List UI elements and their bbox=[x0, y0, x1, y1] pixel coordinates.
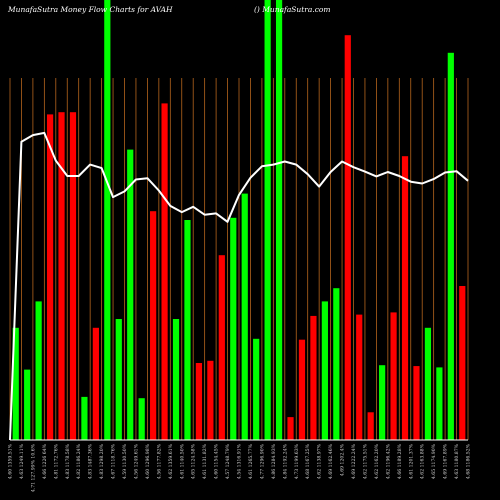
bar bbox=[459, 286, 466, 440]
x-tick-label: 4.60 1359.51% bbox=[8, 443, 14, 479]
x-tick-label: 4.71 127.99% 10.6% bbox=[30, 443, 36, 492]
bar bbox=[92, 327, 99, 440]
x-tick-label: 4.63 1249.11% bbox=[19, 443, 25, 479]
x-tick-label: 4.57 1248.79% bbox=[225, 443, 231, 479]
x-tick-label: 4.81 1172.76% bbox=[53, 443, 59, 479]
x-tick-label: 4.84 1192.24% bbox=[282, 443, 288, 479]
x-tick-label: 4.59 1130.50% bbox=[122, 443, 128, 479]
x-tick-label: 4.83 1487.36% bbox=[88, 443, 94, 479]
x-tick-label: 4.62 1162.20% bbox=[374, 443, 380, 479]
x-tick-label: 4.62 1359.61% bbox=[168, 443, 174, 479]
x-tick-label: 4.62 1196.42% bbox=[385, 443, 391, 479]
bar bbox=[12, 327, 19, 440]
bar bbox=[127, 149, 134, 440]
bar bbox=[424, 327, 432, 440]
bar bbox=[321, 301, 328, 440]
x-tick-label: 4.86 1284.93% bbox=[271, 443, 277, 479]
bar bbox=[447, 52, 454, 441]
x-tick-label: 4.83 1298.20% bbox=[99, 443, 105, 479]
bar bbox=[81, 396, 88, 440]
bar bbox=[161, 103, 168, 441]
bar bbox=[333, 288, 340, 440]
money-flow-line bbox=[9, 131, 469, 441]
bar bbox=[264, 0, 271, 440]
bar bbox=[58, 112, 65, 440]
bar bbox=[184, 220, 191, 440]
bar bbox=[287, 417, 294, 440]
x-tick-label: 4.62 1175.51% bbox=[362, 443, 368, 479]
gridlines bbox=[9, 78, 469, 440]
bar bbox=[218, 255, 225, 440]
bar bbox=[115, 319, 122, 440]
bar bbox=[138, 398, 145, 440]
bar bbox=[310, 315, 317, 440]
bar bbox=[150, 211, 157, 440]
bar bbox=[436, 367, 443, 440]
x-tick-label: 4.82 1186.24% bbox=[76, 443, 82, 479]
bar bbox=[24, 369, 31, 440]
x-tick-label: 4.61 1201.37% bbox=[408, 443, 414, 479]
x-tick-label: 4.61 1131.82% bbox=[202, 443, 208, 479]
bar-series bbox=[12, 0, 466, 441]
x-tick-label: 4.83 1178.58% bbox=[65, 443, 71, 479]
bar bbox=[344, 35, 351, 440]
bar bbox=[46, 114, 54, 441]
x-tick-label: 4.69 1162.46% bbox=[328, 443, 334, 479]
bar bbox=[413, 366, 420, 440]
bar bbox=[367, 412, 374, 440]
x-tick-label: 4.56 1177.82% bbox=[156, 443, 162, 479]
bar bbox=[298, 339, 306, 440]
x-tick-label: 4.56 1249.61% bbox=[133, 443, 139, 479]
x-tick-label: 4.65 1174.90% bbox=[431, 443, 437, 479]
x-tick-label: 4.68 1186.52% bbox=[466, 443, 472, 479]
x-tick-label: 4.69 1222.24% bbox=[351, 443, 357, 479]
x-tick-label: 4.69 1167.89% bbox=[443, 443, 449, 479]
x-tick-label: 4.54 1316.91% bbox=[237, 443, 243, 479]
bar bbox=[195, 363, 203, 440]
x-tick-label: 4.61 1140.50% bbox=[179, 443, 185, 479]
bar bbox=[401, 156, 409, 440]
x-tick-labels: 4.60 1359.51% 4.63 1249.11% 4.71 127.99% 1… bbox=[8, 443, 472, 492]
x-tick-label: 4.77 1296.90% bbox=[259, 443, 265, 479]
chart-title: MunafaSutra Money Flow Charts for AVAH bbox=[8, 5, 173, 14]
bar bbox=[379, 365, 386, 440]
x-tick-label: 4.62 1163.88% bbox=[420, 443, 426, 479]
x-tick-label: 4.73 1199.63% bbox=[294, 443, 300, 479]
bar bbox=[230, 217, 237, 440]
chart-header: MunafaSutra Money Flow Charts for AVAH (… bbox=[8, 5, 494, 21]
bar bbox=[69, 112, 77, 440]
x-tick-label: 4.66 1226 64% bbox=[42, 443, 48, 479]
x-tick-label: 4.62 1138.97% bbox=[317, 443, 323, 479]
x-tick-label: 4.60 1154.45% bbox=[214, 443, 220, 479]
bar bbox=[35, 301, 42, 440]
x-tick-label: 4.69 1202.4% bbox=[340, 443, 346, 476]
x-tick-label: 4.60 1296.98% bbox=[145, 443, 151, 479]
x-tick-label: 4.63 1180.87% bbox=[454, 443, 460, 479]
x-tick-label: 4.68 1167.25% bbox=[305, 443, 311, 479]
bar bbox=[241, 193, 248, 440]
site-credit: () MunafaSutra.com bbox=[254, 5, 331, 14]
x-tick-label: 4.67 1118.76% bbox=[111, 443, 117, 479]
bar bbox=[172, 319, 180, 440]
bar bbox=[356, 314, 363, 440]
bar bbox=[390, 312, 397, 440]
bar bbox=[207, 360, 214, 440]
money-flow-line-series bbox=[9, 131, 469, 441]
bar bbox=[275, 0, 283, 440]
x-tick-label: 4.61 1265.77% bbox=[248, 443, 254, 479]
bar bbox=[104, 0, 111, 440]
x-tick-label: 4.66 1189.28% bbox=[397, 443, 403, 479]
x-tick-label: 4.65 1124.58% bbox=[191, 443, 197, 479]
bar bbox=[253, 338, 260, 440]
